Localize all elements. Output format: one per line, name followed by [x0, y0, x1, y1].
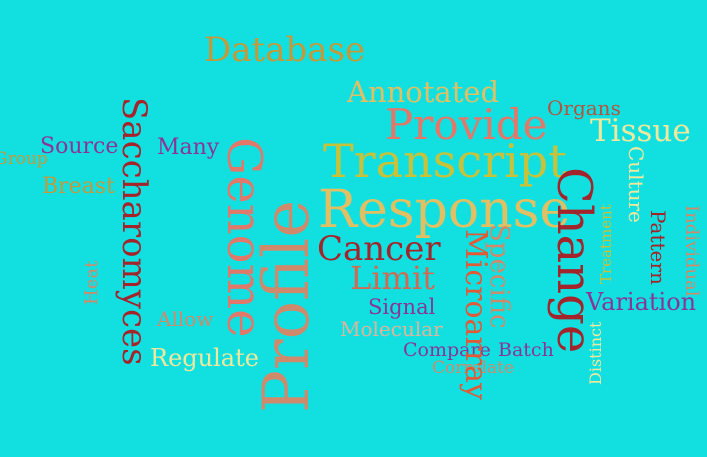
- word-profile: Pattern: [646, 210, 670, 285]
- word-batch: Batch: [498, 339, 554, 361]
- word-signal: Signal: [368, 295, 436, 319]
- word-regulate: Regulate: [150, 344, 259, 372]
- word-provide: Provide: [385, 100, 548, 149]
- word-compare: Compare: [403, 339, 491, 361]
- word-correlate: Correlate: [432, 358, 515, 378]
- word-treatment: Treatment: [597, 204, 615, 284]
- word-microarray: Profile: [250, 199, 324, 413]
- word-individual: Culture: [624, 146, 648, 223]
- word-limit: Limit: [350, 259, 435, 297]
- word-distinct: Distinct: [586, 321, 605, 385]
- word-source: Source: [40, 134, 119, 159]
- word-cancer: Cancer: [317, 229, 441, 269]
- word-molecular: Molecular: [340, 317, 443, 341]
- word-response: Response: [318, 180, 571, 240]
- word-group: Group: [0, 149, 48, 169]
- word-database: Database: [204, 30, 366, 70]
- word-organs: Organs: [547, 96, 621, 120]
- word-heat: Individual: [681, 205, 702, 297]
- word-annotated: Annotated: [347, 75, 500, 109]
- word-specific: Heat: [81, 260, 102, 305]
- word-saccharomyces: Saccharomyces: [114, 97, 154, 366]
- word-variation: Variation: [586, 288, 697, 316]
- word-culture: Specific: [484, 224, 514, 329]
- word-tissue: Tissue: [590, 113, 691, 149]
- word-breast: Breast: [42, 174, 115, 199]
- word-many: Many: [157, 135, 220, 160]
- word-transcript: Transcript: [323, 134, 567, 188]
- word-allow: Allow: [157, 307, 214, 331]
